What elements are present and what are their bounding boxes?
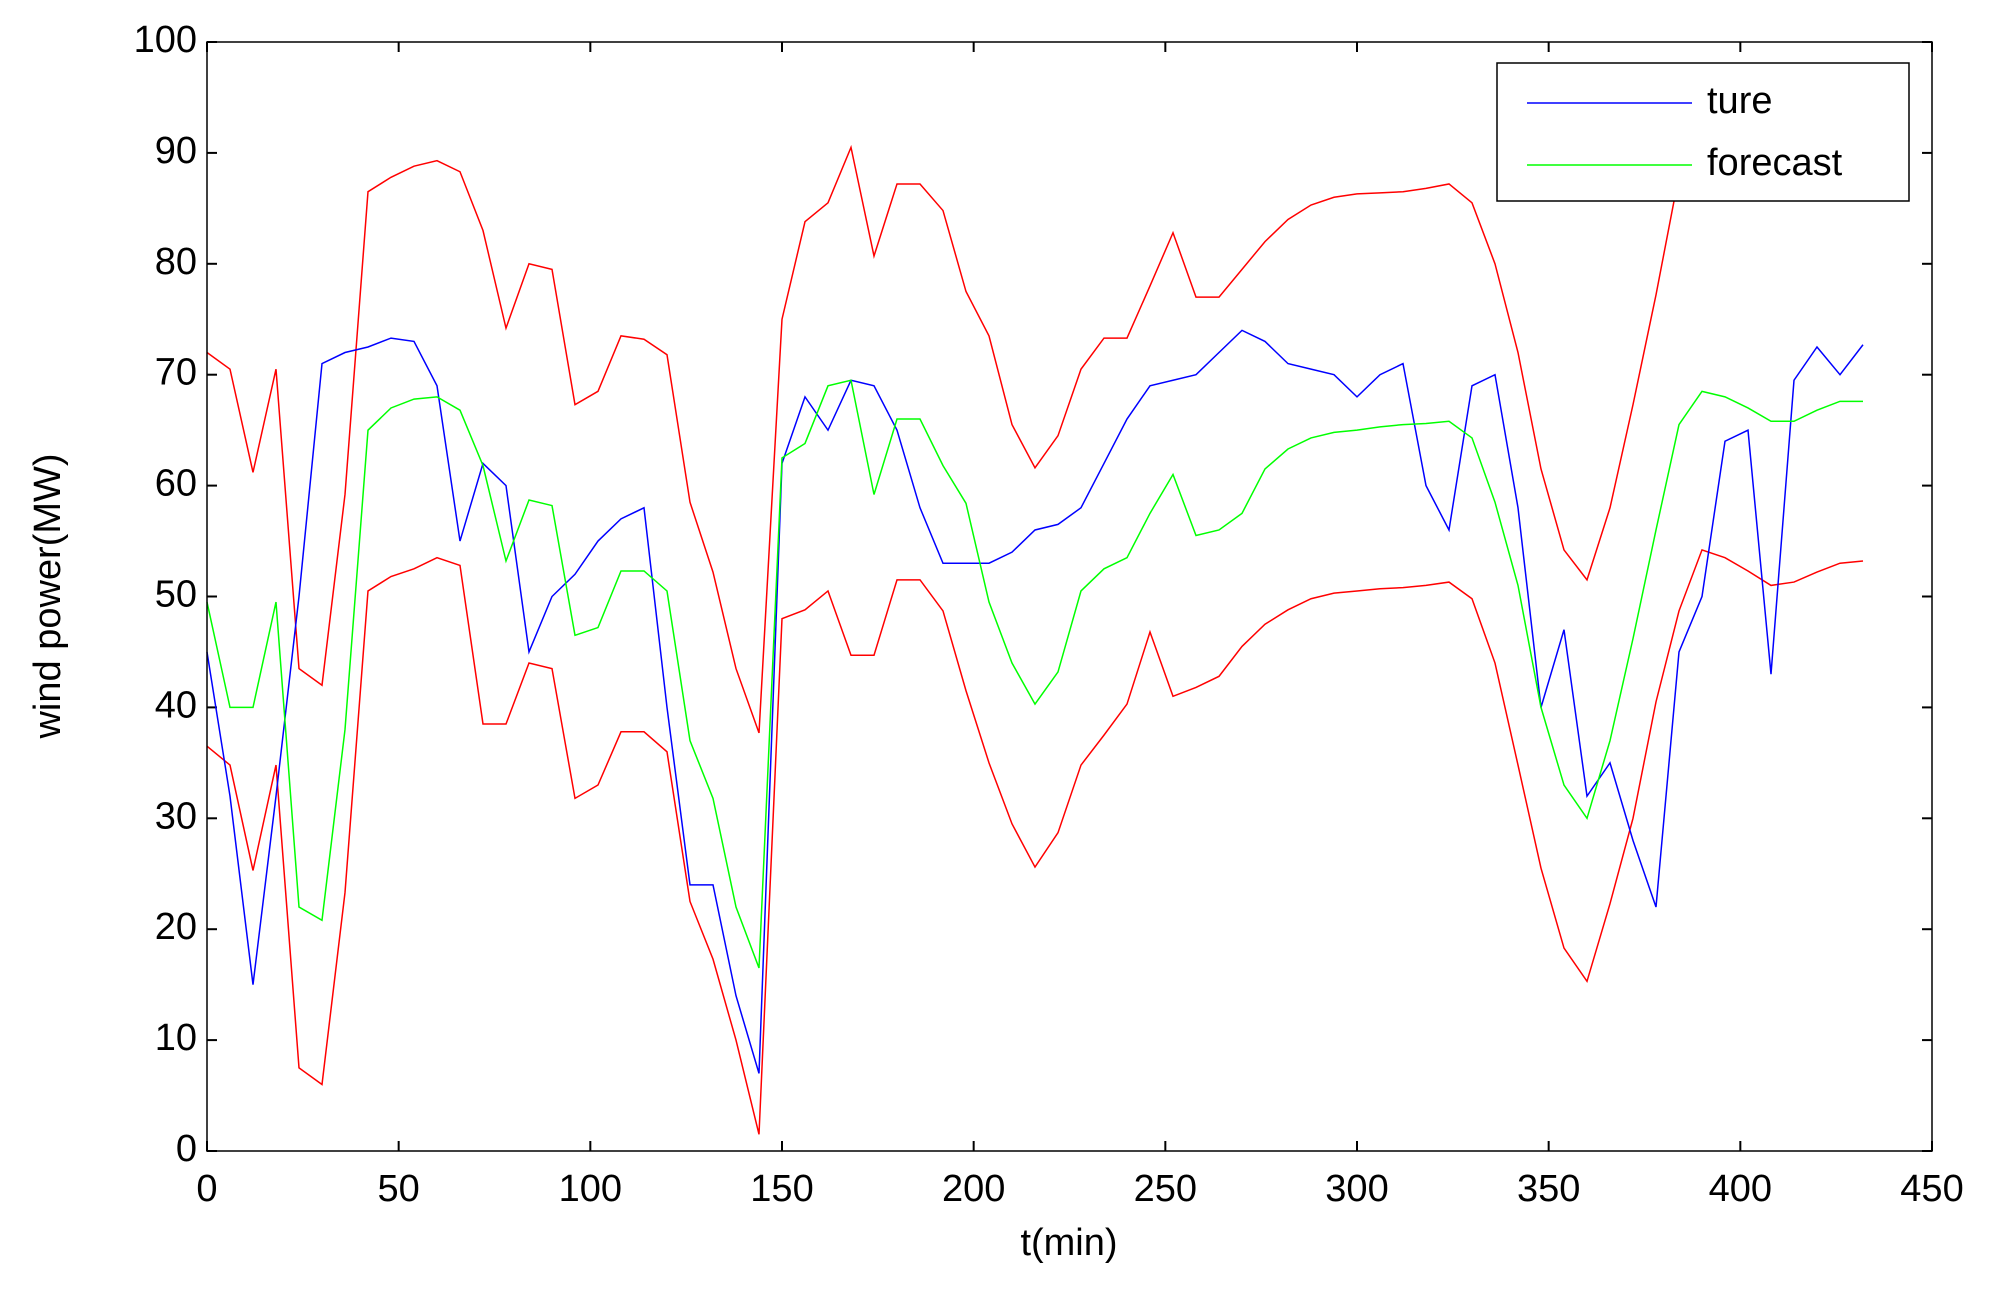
y-tick-label: 70 [155,352,197,394]
legend-label: ture [1707,80,1772,122]
x-axis-label: t(min) [1020,1222,1117,1264]
x-tick-label: 250 [1134,1168,1197,1210]
y-tick-label: 100 [134,19,197,61]
legend: ture forecast [1496,62,1910,202]
legend-label: forecast [1707,142,1843,184]
y-tick-label: 40 [155,684,197,726]
y-tick-label: 20 [155,906,197,948]
y-tick-label: 10 [155,1017,197,1059]
x-tick-label: 350 [1517,1168,1580,1210]
y-tick-label: 50 [155,574,197,616]
plot-area [207,42,1932,1151]
x-tick-label: 300 [1325,1168,1388,1210]
series-line [206,329,1864,1074]
series-line [206,379,1863,969]
y-axis-label: wind power(MW) [27,453,69,739]
x-tick-label: 450 [1900,1168,1963,1210]
y-tick-label: 90 [155,130,197,172]
x-tick-label: 400 [1709,1168,1772,1210]
y-tick-label: 30 [155,795,197,837]
legend-box [1496,62,1910,202]
x-tick-label: 200 [942,1168,1005,1210]
series-line [206,548,1864,1135]
x-tick-label: 100 [559,1168,622,1210]
series-line [206,107,1863,734]
x-tick-label: 150 [750,1168,813,1210]
plot-frame [206,41,1933,1152]
x-tick-label: 50 [378,1168,420,1210]
y-tick-label: 0 [176,1128,197,1170]
x-tick-label: 0 [196,1168,217,1210]
y-tick-label: 80 [155,241,197,283]
y-tick-label: 60 [155,463,197,505]
